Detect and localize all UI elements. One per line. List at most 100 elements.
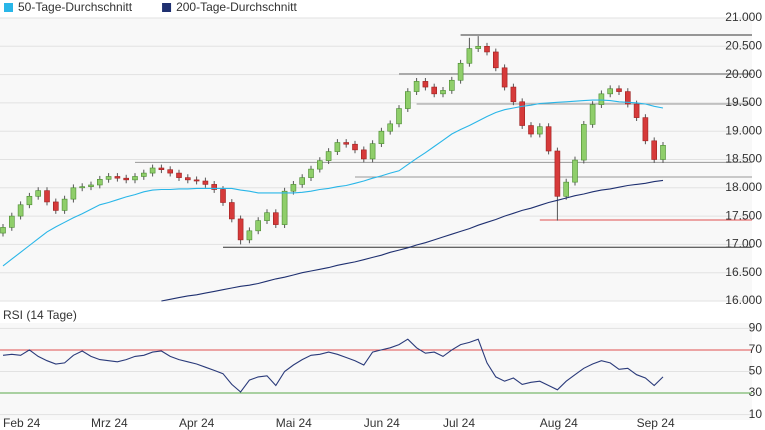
candle-body [264, 212, 270, 221]
candle-body [352, 143, 358, 151]
legend-label: 50-Tage-Durchschnitt [18, 0, 133, 14]
candle-body [633, 103, 640, 118]
candle-body [185, 177, 191, 181]
candle-body [554, 150, 561, 197]
candle-body [149, 167, 156, 174]
candle-body [563, 181, 570, 197]
legend-swatch [4, 3, 13, 12]
candle-body [369, 143, 376, 160]
candle-body [211, 184, 217, 190]
candle-body [202, 180, 209, 185]
candle-body [484, 45, 490, 53]
candle-body [52, 201, 59, 211]
candle-body [9, 215, 15, 228]
candle-body [431, 86, 438, 95]
y-tick-label: 70 [749, 342, 763, 356]
candle-body [572, 159, 578, 183]
series-line [161, 179, 664, 302]
candle-body [616, 88, 622, 92]
y-tick-label: 21.000 [725, 10, 762, 24]
candle-body [396, 108, 402, 125]
y-tick-label: 30 [749, 385, 763, 399]
candle-body [79, 186, 85, 189]
candle-body [457, 62, 464, 81]
candle-body [167, 169, 173, 174]
x-tick-label: Feb 24 [3, 416, 41, 430]
candle-body [651, 140, 658, 160]
candle-body [44, 190, 50, 203]
candle-body [158, 167, 165, 170]
candle-body [334, 142, 341, 152]
candle-body [404, 91, 411, 109]
candle-body [343, 142, 350, 145]
x-tick-label: Sep 24 [637, 416, 675, 430]
candle-body [281, 190, 288, 225]
candle-body [422, 81, 429, 88]
candle-body [360, 149, 367, 160]
candle-body [413, 81, 420, 92]
candle-body [272, 212, 279, 225]
candle-body [440, 90, 446, 95]
candle-body [580, 124, 587, 161]
panel-title: RSI (14 Tage) [3, 308, 77, 322]
candle-body [123, 177, 129, 181]
candle-body [193, 179, 200, 182]
series-line [2, 99, 664, 267]
x-tick-label: Apr 24 [179, 416, 215, 430]
candle-body [220, 189, 226, 203]
candle-body [97, 179, 103, 186]
x-tick-label: Mrz 24 [91, 416, 128, 430]
candle-body [475, 45, 482, 49]
candle-body [589, 104, 596, 125]
y-tick-label: 19.500 [725, 95, 762, 109]
legend-label: 200-Tage-Durchschnitt [176, 0, 297, 14]
y-tick-label: 10 [749, 407, 763, 421]
candle-body [325, 151, 332, 161]
candle-body [598, 93, 605, 105]
candle-body [299, 177, 306, 185]
series-line [2, 338, 664, 393]
y-tick-label: 17.000 [725, 237, 762, 251]
candle-body [132, 176, 138, 181]
x-tick-label: Aug 24 [540, 416, 578, 430]
legend-swatch [162, 3, 172, 12]
candle-body [519, 101, 526, 126]
candle-body [545, 126, 552, 152]
candle-body [448, 79, 455, 91]
x-tick-label: Jun 24 [364, 416, 400, 430]
candle-body [466, 48, 473, 64]
y-tick-label: 19.000 [725, 123, 762, 137]
candle-body [492, 51, 499, 69]
y-tick-label: 90 [749, 321, 763, 335]
candle-body [176, 172, 182, 178]
candle-body [61, 198, 68, 211]
candle-body [536, 126, 543, 135]
y-tick-label: 16.000 [725, 293, 762, 307]
candle-body [141, 172, 147, 177]
candle-body [316, 160, 323, 170]
candle-body [378, 130, 385, 144]
candle-body [237, 218, 244, 241]
candle-body [0, 227, 6, 234]
candle-body [255, 220, 261, 232]
candle-body [246, 230, 253, 241]
candle-body [510, 86, 517, 103]
candle-body [105, 176, 112, 180]
candle-body [88, 184, 94, 187]
candle-body [114, 176, 121, 179]
y-tick-label: 16.500 [725, 265, 762, 279]
y-tick-label: 20.000 [725, 67, 762, 81]
candle-body [35, 190, 42, 197]
x-tick-label: Jul 24 [443, 416, 475, 430]
candle-body [624, 91, 631, 105]
y-tick-label: 20.500 [725, 38, 762, 52]
candle-body [26, 195, 33, 206]
x-tick-label: Mai 24 [276, 416, 312, 430]
candle-body [660, 145, 666, 160]
candle-body [290, 184, 297, 192]
candle-body [229, 202, 235, 220]
y-tick-label: 17.500 [725, 208, 762, 222]
candle-body [308, 168, 314, 178]
y-tick-label: 50 [749, 364, 763, 378]
